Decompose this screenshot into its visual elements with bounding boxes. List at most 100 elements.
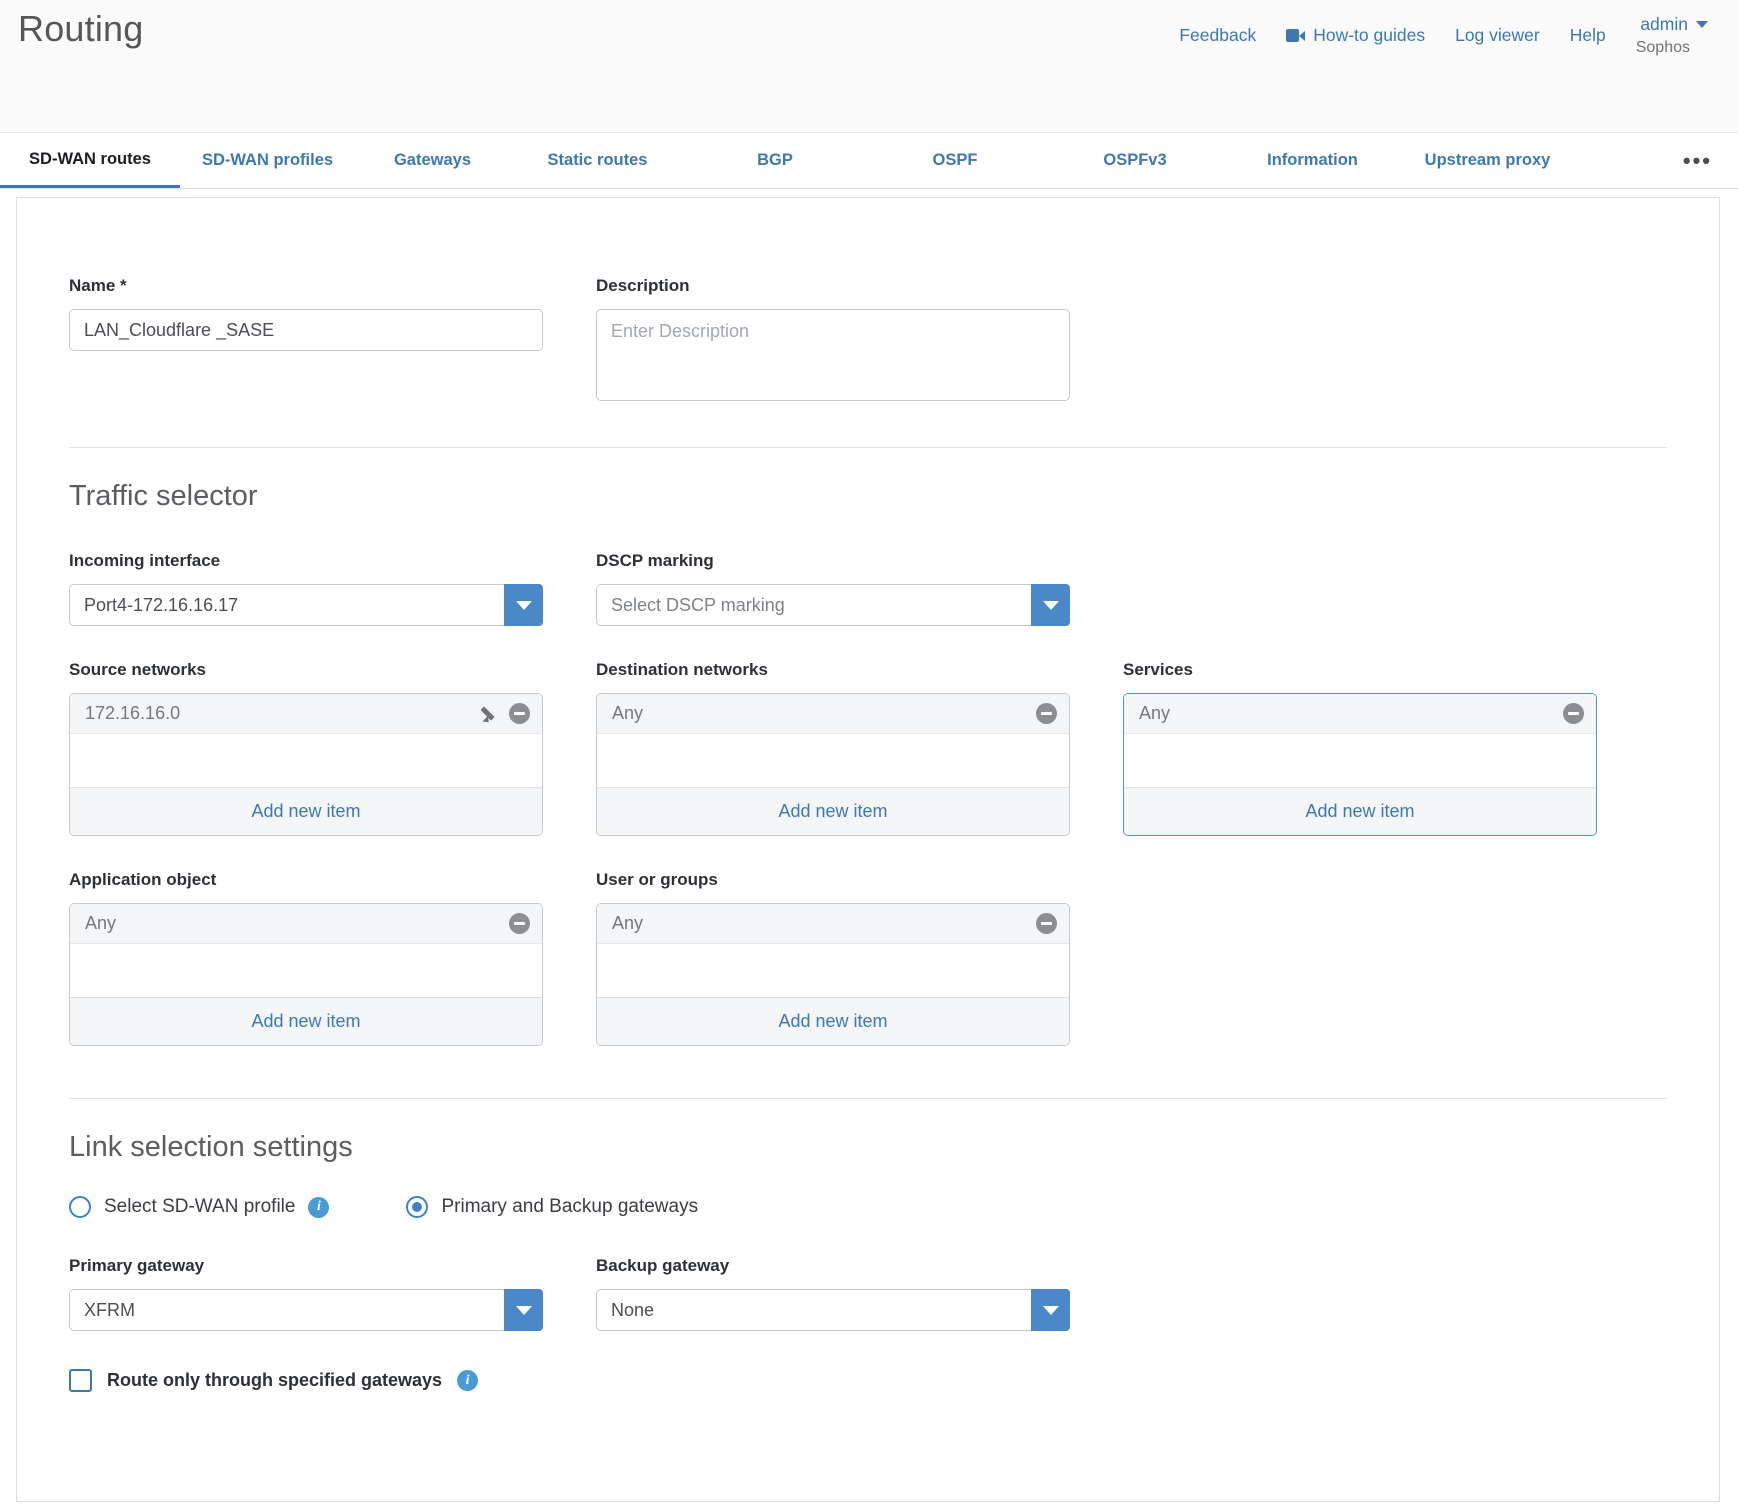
page-title: Routing — [18, 8, 144, 49]
description-label: Description — [596, 276, 690, 295]
header-link-label: Feedback — [1179, 25, 1257, 45]
dscp-marking-label: DSCP marking — [596, 551, 714, 570]
source-networks-add-new-item-button[interactable]: Add new item — [70, 787, 542, 835]
list-item[interactable]: Any — [70, 904, 542, 944]
tab-overflow-menu-icon[interactable]: ••• — [1682, 147, 1712, 173]
tab-label: BGP — [757, 151, 793, 169]
application-object-label: Application object — [69, 870, 217, 889]
tab-label: Information — [1267, 151, 1358, 169]
tab-label: SD-WAN profiles — [201, 151, 334, 169]
info-icon[interactable]: i — [457, 1370, 479, 1391]
backup-gateway-value[interactable]: None — [596, 1289, 1031, 1331]
primary-gateway-select[interactable]: XFRM — [69, 1289, 543, 1331]
services-group: Services Any Add new item — [1123, 660, 1597, 836]
sd-wan-route-form-card: Name * Description Traffic selector Inco… — [16, 197, 1720, 1502]
dscp-marking-select[interactable]: Select DSCP marking — [596, 584, 1070, 626]
divider-top — [69, 447, 1667, 448]
incoming-interface-label: Incoming interface — [69, 551, 221, 570]
radio-select-sd-wan-profile[interactable]: Select SD-WAN profile i — [69, 1196, 330, 1218]
tab-sd-wan-profiles[interactable]: SD-WAN profiles — [180, 133, 355, 188]
tab-information[interactable]: Information — [1225, 133, 1400, 188]
tab-label: OSPFv3 — [1103, 151, 1167, 169]
header-link-help[interactable]: Help — [1570, 25, 1606, 46]
header-link-label: How-to guides — [1313, 25, 1426, 45]
route-only-checkbox[interactable] — [69, 1369, 92, 1392]
list-item[interactable]: Any — [1124, 694, 1596, 734]
radio-icon[interactable] — [406, 1196, 429, 1218]
description-field-group: Description — [596, 276, 1070, 401]
backup-gateway-group: Backup gateway None — [596, 1256, 1070, 1331]
radio-label: Select SD-WAN profile — [104, 1196, 296, 1217]
user-or-groups-label: User or groups — [596, 870, 718, 889]
tab-label: Gateways — [393, 151, 472, 169]
user-or-groups-add-new-item-button[interactable]: Add new item — [597, 997, 1069, 1045]
list-item[interactable]: 172.16.16.0 — [70, 694, 542, 734]
name-input[interactable] — [69, 309, 543, 351]
chevron-down-icon[interactable] — [504, 584, 543, 626]
header-links: Feedback How-to guides Log viewer Help a… — [1179, 14, 1708, 57]
admin-menu[interactable]: admin Sophos — [1636, 14, 1708, 57]
chevron-down-icon[interactable] — [504, 1289, 543, 1331]
incoming-interface-select[interactable]: Port4-172.16.16.17 — [69, 584, 543, 626]
chevron-down-icon[interactable] — [1031, 1289, 1070, 1331]
services-items: Any — [1124, 694, 1596, 787]
list-item[interactable]: Any — [597, 694, 1069, 734]
traffic-selector-heading: Traffic selector — [69, 480, 258, 512]
tab-bgp[interactable]: BGP — [685, 133, 865, 188]
services-add-new-item-button[interactable]: Add new item — [1124, 787, 1596, 835]
edit-pencil-icon[interactable] — [482, 705, 500, 723]
application-object-listbox: Any Add new item — [69, 903, 543, 1046]
remove-minus-icon[interactable] — [1036, 703, 1057, 724]
header-link-feedback[interactable]: Feedback — [1179, 25, 1256, 46]
list-item[interactable]: Any — [597, 904, 1069, 944]
remove-minus-icon[interactable] — [1036, 913, 1057, 934]
list-item-label: Any — [1139, 703, 1171, 723]
application-object-items: Any — [70, 904, 542, 997]
name-label: Name * — [69, 276, 127, 295]
destination-networks-add-new-item-button[interactable]: Add new item — [597, 787, 1069, 835]
chevron-down-icon[interactable] — [1031, 584, 1070, 626]
header-link-log-viewer[interactable]: Log viewer — [1455, 25, 1540, 46]
tab-static-routes[interactable]: Static routes — [510, 133, 685, 188]
description-textarea[interactable] — [596, 309, 1070, 401]
route-only-label: Route only through specified gateways — [107, 1370, 443, 1390]
header-link-label: Help — [1569, 25, 1606, 45]
user-or-groups-listbox: Any Add new item — [596, 903, 1070, 1046]
tab-upstream-proxy[interactable]: Upstream proxy — [1400, 133, 1575, 188]
remove-minus-icon[interactable] — [509, 913, 530, 934]
networks-services-row: Source networks 172.16.16.0 Add new item — [69, 660, 1667, 836]
services-listbox: Any Add new item — [1123, 693, 1597, 836]
list-item-label: 172.16.16.0 — [85, 703, 181, 723]
remove-minus-icon[interactable] — [509, 703, 530, 724]
primary-gateway-value[interactable]: XFRM — [69, 1289, 504, 1331]
primary-gateway-group: Primary gateway XFRM — [69, 1256, 543, 1331]
remove-minus-icon[interactable] — [1563, 703, 1584, 724]
tab-label: Upstream proxy — [1424, 151, 1551, 169]
tab-ospf[interactable]: OSPF — [865, 133, 1045, 188]
page-header: Routing Feedback How-to guides Log viewe… — [0, 0, 1738, 133]
backup-gateway-select[interactable]: None — [596, 1289, 1070, 1331]
video-camera-icon — [1286, 29, 1306, 42]
tab-label: OSPF — [932, 151, 978, 169]
source-networks-items: 172.16.16.0 — [70, 694, 542, 787]
tab-gateways[interactable]: Gateways — [355, 133, 510, 188]
radio-icon[interactable] — [69, 1196, 91, 1218]
header-link-how-to-guides[interactable]: How-to guides — [1286, 25, 1425, 46]
source-networks-group: Source networks 172.16.16.0 Add new item — [69, 660, 543, 836]
radio-primary-and-backup-gateways[interactable]: Primary and Backup gateways — [406, 1196, 698, 1218]
tab-sd-wan-routes[interactable]: SD-WAN routes — [0, 133, 180, 188]
dscp-marking-value[interactable]: Select DSCP marking — [596, 584, 1031, 626]
divider-bottom — [69, 1098, 1667, 1099]
tab-label: SD-WAN routes — [29, 149, 151, 168]
primary-gateway-label: Primary gateway — [69, 1256, 205, 1275]
route-only-through-specified-gateways-row: Route only through specified gateways i — [69, 1369, 1667, 1392]
gateways-row: Primary gateway XFRM Backup gateway None — [69, 1256, 1667, 1331]
incoming-interface-value[interactable]: Port4-172.16.16.17 — [69, 584, 504, 626]
link-selection-heading: Link selection settings — [69, 1131, 353, 1163]
link-selection-radio-group: Select SD-WAN profile i Primary and Back… — [69, 1196, 1667, 1218]
application-user-row: Application object Any Add new item — [69, 870, 1667, 1046]
tab-ospfv3[interactable]: OSPFv3 — [1045, 133, 1225, 188]
application-object-add-new-item-button[interactable]: Add new item — [70, 997, 542, 1045]
info-icon[interactable]: i — [308, 1196, 330, 1218]
interface-dscp-row: Incoming interface Port4-172.16.16.17 DS… — [69, 551, 1667, 626]
